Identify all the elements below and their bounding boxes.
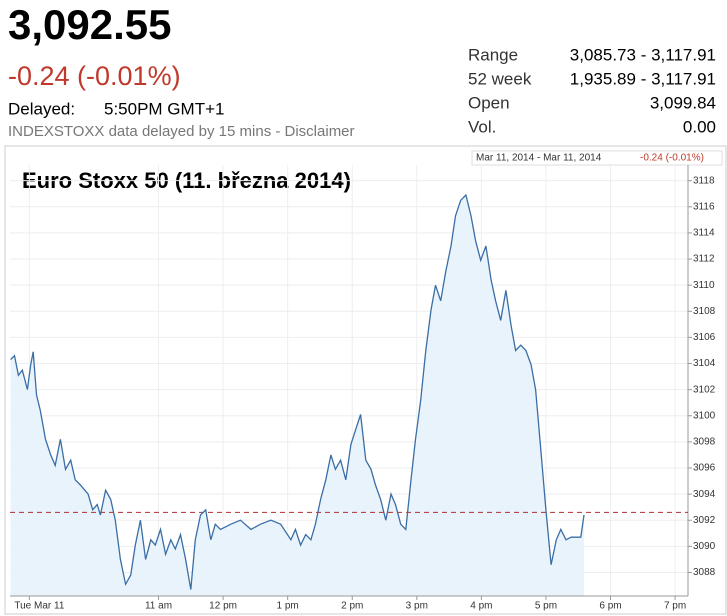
y-tick-label: 3096 xyxy=(693,463,716,474)
stat-value: 3,085.73 - 3,117.91 xyxy=(570,45,716,64)
delay-note[interactable]: INDEXSTOXX data delayed by 15 mins - Dis… xyxy=(8,123,355,140)
change: -0.24 (-0.01%) xyxy=(8,61,181,91)
y-tick-label: 3112 xyxy=(693,254,715,265)
delayed-time: 5:50PM GMT+1 xyxy=(104,99,224,118)
x-tick-label: 3 pm xyxy=(406,601,428,612)
legend-range: Mar 11, 2014 - Mar 11, 2014 xyxy=(476,153,602,164)
y-tick-label: 3090 xyxy=(693,541,716,552)
x-tick-label: 5 pm xyxy=(535,601,557,612)
y-tick-label: 3106 xyxy=(693,332,716,343)
x-tick-label: 1 pm xyxy=(277,601,299,612)
stat-label: Open xyxy=(468,93,510,112)
price-line xyxy=(10,193,585,590)
y-tick-label: 3092 xyxy=(693,515,716,526)
y-tick-label: 3088 xyxy=(693,567,716,578)
y-tick-label: 3108 xyxy=(693,306,716,317)
y-tick-label: 3118 xyxy=(693,175,715,186)
y-tick-label: 3104 xyxy=(693,358,716,369)
x-tick-label: Tue Mar 11 xyxy=(14,601,64,612)
legend-box xyxy=(471,150,723,166)
y-tick-label: 3116 xyxy=(693,201,715,212)
x-tick-label: 11 am xyxy=(145,601,172,612)
y-tick-label: 3094 xyxy=(693,489,716,500)
stat-label: Range xyxy=(468,45,518,64)
stat-value: 1,935.89 - 3,117.91 xyxy=(570,69,716,88)
x-tick-label: 12 pm xyxy=(209,601,237,612)
x-tick-label: 2 pm xyxy=(341,601,363,612)
y-tick-label: 3114 xyxy=(693,228,715,239)
y-tick-label: 3110 xyxy=(693,280,715,291)
price: 3,092.55 xyxy=(8,1,172,48)
x-tick-label: 4 pm xyxy=(470,601,492,612)
x-tick-label: 6 pm xyxy=(599,601,621,612)
stat-value: 3,099.84 xyxy=(650,93,716,112)
stat-label: 52 week xyxy=(468,69,532,88)
stat-value: 0.00 xyxy=(683,117,716,136)
y-tick-label: 3102 xyxy=(693,384,716,395)
y-tick-label: 3098 xyxy=(693,437,716,448)
legend-change: -0.24 (-0.01%) xyxy=(640,153,704,164)
area xyxy=(10,195,585,596)
x-tick-label: 7 pm xyxy=(664,601,686,612)
delayed-label: Delayed: xyxy=(8,99,75,118)
plot xyxy=(10,165,688,596)
stat-label: Vol. xyxy=(468,117,496,136)
y-tick-label: 3100 xyxy=(693,410,716,421)
